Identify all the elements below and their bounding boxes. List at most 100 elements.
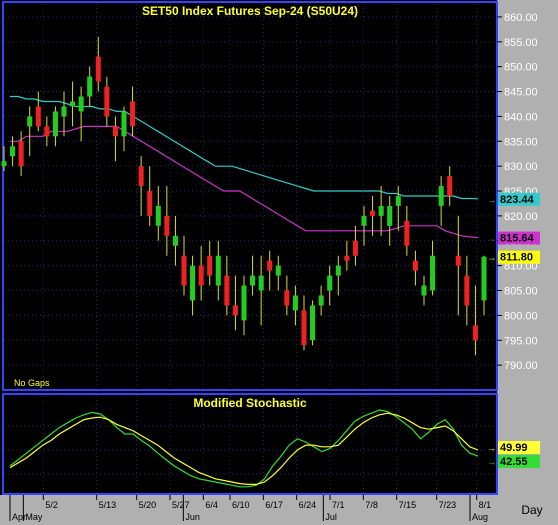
candle-body xyxy=(70,101,76,107)
price-tag: 811.80 xyxy=(500,252,533,264)
tag-arrow: → xyxy=(487,457,496,467)
x-tick-label: 6/10 xyxy=(232,500,250,510)
candle-body xyxy=(10,146,16,157)
x-tick-label: 6/24 xyxy=(299,500,317,510)
candle-body xyxy=(481,256,487,301)
y-tick-label: 845.00 xyxy=(504,87,538,99)
candle-body xyxy=(267,260,273,271)
y-tick-label: 795.00 xyxy=(504,335,538,347)
candle-body xyxy=(121,111,127,137)
candle-body xyxy=(250,275,256,286)
x-axis: 5/2 5/13 5/20 5/27 6/4 6/10 6/17 6/24 7/1 7/8 7/15… xyxy=(9,495,491,522)
month-label: May xyxy=(25,512,43,522)
y-tick-label: 835.00 xyxy=(504,136,538,148)
price-grid xyxy=(4,4,496,388)
candle-body xyxy=(335,265,341,276)
candle-body xyxy=(310,305,316,341)
candle-body xyxy=(147,191,153,216)
candle-body xyxy=(395,196,401,206)
stoch-tag-d: 49.99 xyxy=(500,442,528,454)
candle-body xyxy=(138,166,144,187)
chart-title: SET50 Index Futures Sep-24 (S50U24) xyxy=(142,4,358,18)
x-tick-label: 6/17 xyxy=(265,500,283,510)
y-tick-label: 850.00 xyxy=(504,62,538,74)
candle-body xyxy=(241,285,247,321)
candle-body xyxy=(112,126,118,137)
candle-body xyxy=(438,186,444,206)
stochastic-line xyxy=(9,412,479,485)
price-tag: 815.64 xyxy=(500,233,535,245)
candle-body xyxy=(198,265,204,286)
candle-body xyxy=(421,285,427,296)
candle-body xyxy=(412,260,418,271)
candle-body xyxy=(130,101,136,127)
candle-body xyxy=(87,76,93,97)
period-label[interactable]: Day xyxy=(521,503,542,517)
candle-body xyxy=(35,106,41,127)
candle-body xyxy=(292,295,298,311)
x-tick-label: 5/20 xyxy=(139,500,157,510)
candle-body xyxy=(215,255,221,286)
candle-body xyxy=(95,56,101,82)
candle-body xyxy=(284,290,290,306)
ma-line xyxy=(10,125,479,239)
candle-body xyxy=(258,275,264,291)
candlesticks xyxy=(1,36,487,356)
candle-body xyxy=(387,205,393,226)
candle-body xyxy=(181,255,187,286)
candle-body xyxy=(224,275,230,306)
tag-arrow: → xyxy=(487,195,496,205)
stoch-tag-k: 42.55 xyxy=(500,456,528,468)
y-tick-label: 820.00 xyxy=(504,211,538,223)
price-tag-bg xyxy=(498,231,540,245)
candle-body xyxy=(232,305,238,316)
candle-body xyxy=(378,205,384,216)
stochastic-lines xyxy=(9,409,479,488)
x-tick-label: 6/4 xyxy=(205,500,218,510)
candle-body xyxy=(104,86,110,117)
candle-body xyxy=(361,215,367,226)
candle-body xyxy=(327,275,333,291)
candle-body xyxy=(447,176,453,196)
candle-body xyxy=(301,310,307,346)
candle-body xyxy=(370,210,376,216)
candle-body xyxy=(190,265,196,301)
price-tag: 823.44 xyxy=(500,194,535,206)
y-tick-label: 840.00 xyxy=(504,111,538,123)
y-tick-label: 855.00 xyxy=(504,37,538,49)
candle-body xyxy=(44,126,50,137)
candle-body xyxy=(344,255,350,261)
candle-body xyxy=(27,116,33,127)
candle-body xyxy=(472,325,478,341)
tag-arrow: → xyxy=(487,253,496,263)
x-tick-label: 7/8 xyxy=(365,500,378,510)
moving-average-lines xyxy=(10,95,479,239)
candle-body xyxy=(52,111,58,137)
month-label: Apr xyxy=(12,512,26,522)
tag-arrow: → xyxy=(487,443,496,453)
stoch-tag-d-bg xyxy=(498,441,540,455)
price-tag-bg xyxy=(498,192,540,206)
candle-body xyxy=(455,255,461,266)
candle-body xyxy=(318,295,324,306)
x-axis-band xyxy=(0,495,558,525)
x-tick-label: 7/15 xyxy=(399,500,417,510)
candle-body xyxy=(1,161,7,167)
y-tick-label: 805.00 xyxy=(504,286,538,298)
no-gaps-note: No Gaps xyxy=(14,378,50,388)
candle-body xyxy=(464,275,470,306)
candle-body xyxy=(155,205,161,226)
candle-body xyxy=(275,265,281,276)
y-axis: 860.00 855.00 850.00 845.00 840.00 835.00 830.… xyxy=(497,12,538,372)
candle-body xyxy=(18,141,24,167)
tag-arrow: → xyxy=(487,234,496,244)
x-tick-label: 7/23 xyxy=(439,500,457,510)
candle-body xyxy=(164,215,170,236)
y-tick-label: 830.00 xyxy=(504,161,538,173)
candle-body xyxy=(404,220,410,246)
candle-body xyxy=(172,235,178,246)
stochastic-panel[interactable] xyxy=(2,393,498,495)
y-tick-label: 860.00 xyxy=(504,12,538,24)
value-tags: → 823.44 → 815.64 → 811.80 → 49.99 → 42.55 xyxy=(487,192,540,468)
candle-body xyxy=(78,96,84,112)
